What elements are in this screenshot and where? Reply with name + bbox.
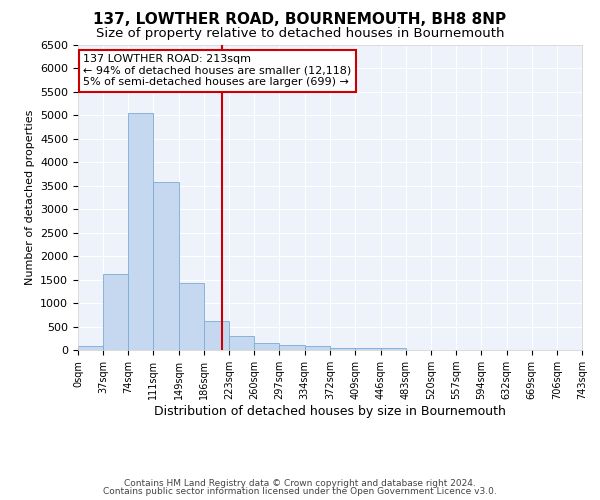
Bar bbox=[78, 346, 103, 350]
Text: Contains HM Land Registry data © Crown copyright and database right 2024.: Contains HM Land Registry data © Crown c… bbox=[124, 478, 476, 488]
Bar bbox=[355, 348, 380, 350]
Bar bbox=[204, 320, 229, 350]
Bar bbox=[331, 348, 355, 350]
Text: 137, LOWTHER ROAD, BOURNEMOUTH, BH8 8NP: 137, LOWTHER ROAD, BOURNEMOUTH, BH8 8NP bbox=[94, 12, 506, 28]
Bar bbox=[179, 284, 204, 350]
Bar bbox=[254, 342, 280, 350]
Bar bbox=[128, 112, 153, 350]
Bar bbox=[380, 348, 406, 350]
X-axis label: Distribution of detached houses by size in Bournemouth: Distribution of detached houses by size … bbox=[154, 405, 506, 418]
Bar bbox=[229, 336, 254, 350]
Bar bbox=[280, 346, 305, 350]
Y-axis label: Number of detached properties: Number of detached properties bbox=[25, 110, 35, 285]
Text: Size of property relative to detached houses in Bournemouth: Size of property relative to detached ho… bbox=[96, 28, 504, 40]
Bar bbox=[305, 346, 331, 350]
Bar bbox=[103, 274, 128, 350]
Text: Contains public sector information licensed under the Open Government Licence v3: Contains public sector information licen… bbox=[103, 488, 497, 496]
Text: 137 LOWTHER ROAD: 213sqm
← 94% of detached houses are smaller (12,118)
5% of sem: 137 LOWTHER ROAD: 213sqm ← 94% of detach… bbox=[83, 54, 351, 88]
Bar bbox=[153, 182, 179, 350]
